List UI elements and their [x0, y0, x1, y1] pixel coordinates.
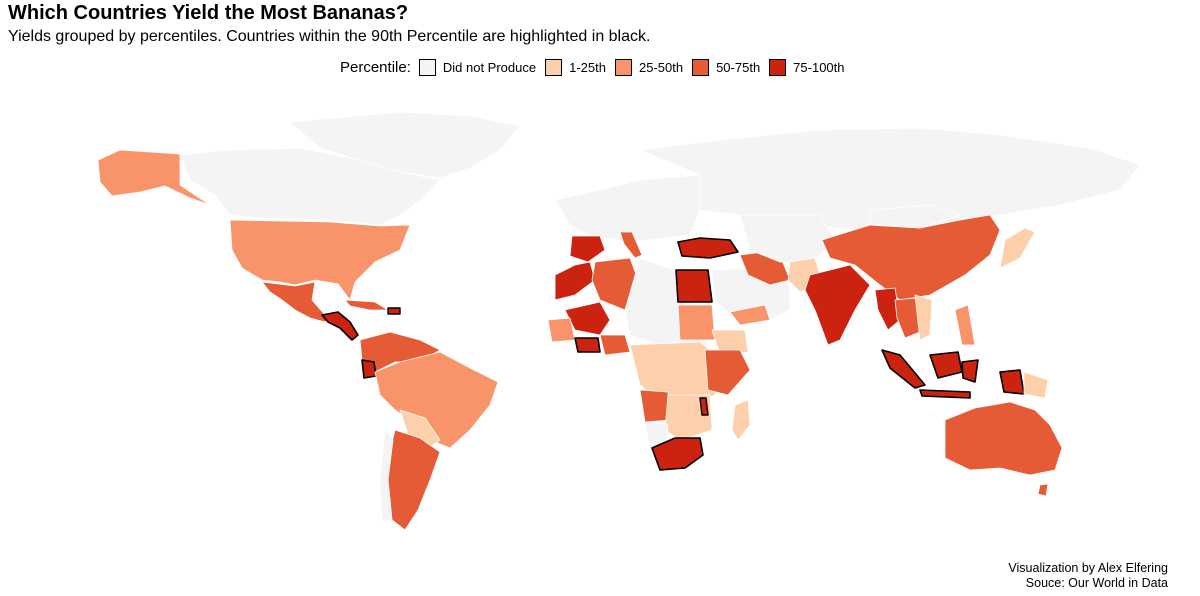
region-mongolia	[869, 204, 961, 229]
region-yemen	[729, 304, 771, 326]
legend-swatch-1-25	[545, 59, 563, 76]
region-ivory-coast	[574, 337, 601, 353]
region-ethiopia	[711, 329, 749, 356]
legend-label-none: Did not Produce	[442, 60, 537, 75]
region-malawi	[699, 397, 709, 416]
chart-subtitle: Yields grouped by percentiles. Countries…	[8, 28, 651, 45]
region-east-africa	[704, 349, 751, 396]
legend-item-50-75: 50-75th	[692, 59, 760, 76]
region-india	[804, 264, 871, 346]
region-chile	[379, 429, 394, 523]
region-west-africa	[547, 317, 576, 343]
legend: Percentile: Did not Produce 1-25th 25-50…	[340, 59, 854, 76]
region-myanmar	[874, 287, 901, 331]
region-madagascar	[731, 399, 751, 441]
credits-source: Souce: Our World in Data	[1025, 576, 1168, 590]
legend-swatch-25-50	[614, 59, 632, 76]
legend-item-75-100: 75-100th	[769, 59, 845, 76]
region-egypt	[675, 269, 713, 303]
legend-label-1-25: 1-25th	[569, 60, 606, 75]
legend-item-1-25: 1-25th	[545, 59, 606, 76]
region-south-africa	[651, 437, 704, 471]
legend-swatch-none	[418, 59, 436, 76]
region-ecuador	[361, 359, 377, 379]
region-indonesia-sumatra	[881, 349, 926, 389]
region-alaska	[97, 149, 211, 206]
region-southern-europe	[619, 231, 643, 259]
region-canada	[179, 147, 441, 226]
region-philippines	[954, 304, 976, 346]
region-russia	[639, 127, 1141, 231]
region-china	[821, 214, 1001, 301]
region-sudan	[677, 304, 716, 341]
region-turkey	[677, 237, 739, 259]
region-vietnam	[914, 294, 933, 341]
region-iberia	[569, 235, 606, 263]
region-papua-new-guinea	[1023, 371, 1049, 399]
region-new-zealand	[1037, 483, 1049, 497]
legend-label-25-50: 25-50th	[638, 60, 684, 75]
legend-title: Percentile:	[340, 59, 411, 76]
legend-label-75-100: 75-100th	[793, 60, 845, 75]
region-angola	[639, 389, 671, 423]
legend-swatch-50-75	[692, 59, 710, 76]
region-morocco	[554, 261, 596, 301]
region-south-america	[374, 351, 499, 449]
credits: Visualization by Alex Elfering Souce: Ou…	[1008, 561, 1168, 591]
region-central-america	[321, 311, 359, 341]
region-usa	[229, 219, 411, 301]
legend-item-none: Did not Produce	[418, 59, 537, 76]
legend-label-50-75: 50-75th	[716, 60, 761, 75]
legend-swatch-75-100	[769, 59, 787, 76]
world-map	[97, 111, 1141, 531]
region-indonesia-java	[919, 389, 971, 399]
credits-author: Visualization by Alex Elfering	[1008, 561, 1168, 575]
region-indonesia-sulawesi	[961, 359, 979, 383]
region-mali	[564, 301, 611, 336]
region-nigeria	[599, 334, 631, 356]
region-indonesia-borneo	[929, 351, 963, 379]
region-arctic	[289, 111, 521, 179]
region-europe	[554, 174, 701, 241]
chart-title: Which Countries Yield the Most Bananas?	[8, 2, 409, 24]
region-japan	[999, 227, 1036, 269]
region-new-guinea	[999, 369, 1025, 395]
region-hispaniola	[387, 307, 401, 315]
region-australia	[944, 401, 1063, 476]
region-caribbean	[344, 299, 389, 311]
legend-item-25-50: 25-50th	[614, 59, 684, 76]
